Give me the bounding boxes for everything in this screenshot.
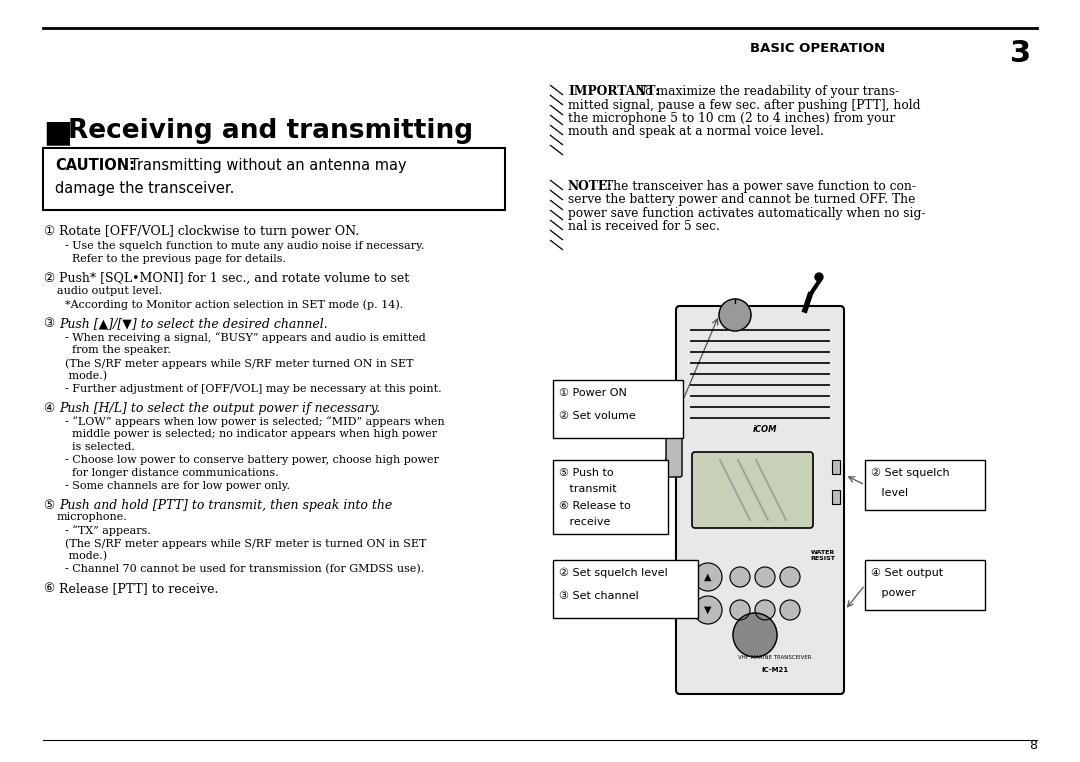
Text: WATER
RESIST: WATER RESIST <box>810 550 835 561</box>
Text: ③ Set channel: ③ Set channel <box>559 591 638 601</box>
Text: mode.): mode.) <box>65 551 107 562</box>
Text: NOTE:: NOTE: <box>568 180 612 193</box>
Circle shape <box>755 567 775 587</box>
Text: audio output level.: audio output level. <box>57 286 162 296</box>
Circle shape <box>730 567 750 587</box>
Circle shape <box>815 273 823 281</box>
Text: VHF MARINE TRANSCEIVER: VHF MARINE TRANSCEIVER <box>739 655 812 660</box>
Text: serve the battery power and cannot be turned OFF. The: serve the battery power and cannot be tu… <box>568 194 916 207</box>
FancyBboxPatch shape <box>676 306 843 694</box>
Text: - Channel 70 cannot be used for transmission (for GMDSS use).: - Channel 70 cannot be used for transmis… <box>65 564 424 575</box>
Circle shape <box>733 613 777 657</box>
Text: microphone.: microphone. <box>57 512 127 522</box>
Text: level: level <box>870 488 908 498</box>
Text: from the speaker.: from the speaker. <box>65 345 171 355</box>
Text: ② Set volume: ② Set volume <box>559 411 636 421</box>
Text: ⑤ Push to: ⑤ Push to <box>559 468 613 478</box>
Text: Refer to the previous page for details.: Refer to the previous page for details. <box>65 254 286 264</box>
Text: CAUTION:: CAUTION: <box>55 158 135 173</box>
Text: ▲: ▲ <box>704 572 712 582</box>
Text: ⑤: ⑤ <box>43 499 54 512</box>
Text: Receiving and transmitting: Receiving and transmitting <box>68 118 473 144</box>
Text: ②: ② <box>43 272 54 285</box>
Text: ① Power ON: ① Power ON <box>559 388 626 398</box>
Text: Push [▲]/[▼] to select the desired channel.: Push [▲]/[▼] to select the desired chann… <box>59 317 327 330</box>
Text: ④: ④ <box>43 402 54 415</box>
Circle shape <box>694 596 723 624</box>
Bar <box>553 460 669 534</box>
Text: for longer distance communications.: for longer distance communications. <box>65 468 279 478</box>
Bar <box>865 460 985 510</box>
Circle shape <box>694 563 723 591</box>
Text: Push [H/L] to select the output power if necessary.: Push [H/L] to select the output power if… <box>59 402 380 415</box>
Text: Transmitting without an antenna may: Transmitting without an antenna may <box>130 158 407 173</box>
Text: IMPORTANT:: IMPORTANT: <box>568 85 660 98</box>
Text: Push* [SQL•MONI] for 1 sec., and rotate volume to set: Push* [SQL•MONI] for 1 sec., and rotate … <box>59 272 409 285</box>
Text: BASIC OPERATION: BASIC OPERATION <box>750 42 886 55</box>
Text: IC-M21: IC-M21 <box>761 667 788 673</box>
Text: - Further adjustment of [OFF/VOL] may be necessary at this point.: - Further adjustment of [OFF/VOL] may be… <box>65 384 442 394</box>
Text: The transceiver has a power save function to con-: The transceiver has a power save functio… <box>605 180 916 193</box>
Circle shape <box>780 600 800 620</box>
FancyBboxPatch shape <box>692 452 813 528</box>
Text: ▼: ▼ <box>704 605 712 615</box>
Text: ■: ■ <box>43 118 72 147</box>
Text: mode.): mode.) <box>65 371 107 381</box>
Text: Release [PTT] to receive.: Release [PTT] to receive. <box>59 582 218 595</box>
Text: nal is received for 5 sec.: nal is received for 5 sec. <box>568 220 720 233</box>
Text: 3: 3 <box>1010 39 1031 68</box>
Text: iCOM: iCOM <box>753 425 778 434</box>
Text: middle power is selected; no indicator appears when high power: middle power is selected; no indicator a… <box>65 429 437 439</box>
Text: - Some channels are for low power only.: - Some channels are for low power only. <box>65 481 291 491</box>
Bar <box>553 380 683 438</box>
Text: Push and hold [PTT] to transmit, then speak into the: Push and hold [PTT] to transmit, then sp… <box>59 499 392 512</box>
Text: (The S/RF meter appears while S/RF meter is turned ON in SET: (The S/RF meter appears while S/RF meter… <box>65 538 427 549</box>
Text: (The S/RF meter appears while S/RF meter turned ON in SET: (The S/RF meter appears while S/RF meter… <box>65 358 414 369</box>
Text: ①: ① <box>43 225 54 238</box>
Text: - Use the squelch function to mute any audio noise if necessary.: - Use the squelch function to mute any a… <box>65 241 424 251</box>
Bar <box>43 148 505 210</box>
Text: - “LOW” appears when low power is selected; “MID” appears when: - “LOW” appears when low power is select… <box>65 416 445 427</box>
Circle shape <box>780 567 800 587</box>
Text: is selected.: is selected. <box>65 442 135 452</box>
Text: ② Set squelch: ② Set squelch <box>870 468 949 479</box>
Bar <box>865 560 985 610</box>
Text: - “TX” appears.: - “TX” appears. <box>65 525 151 536</box>
Bar <box>553 560 698 618</box>
Text: *According to Monitor action selection in SET mode (p. 14).: *According to Monitor action selection i… <box>65 299 403 309</box>
FancyBboxPatch shape <box>666 428 681 477</box>
Text: damage the transceiver.: damage the transceiver. <box>55 181 234 196</box>
Text: transmit: transmit <box>559 485 617 495</box>
Circle shape <box>730 600 750 620</box>
Text: mitted signal, pause a few sec. after pushing [PTT], hold: mitted signal, pause a few sec. after pu… <box>568 98 920 111</box>
Circle shape <box>755 600 775 620</box>
Text: 8: 8 <box>1029 739 1037 752</box>
Text: ④ Set output: ④ Set output <box>870 568 943 578</box>
Text: ⑥ Release to: ⑥ Release to <box>559 501 631 511</box>
Text: the microphone 5 to 10 cm (2 to 4 inches) from your: the microphone 5 to 10 cm (2 to 4 inches… <box>568 112 895 125</box>
Text: - Choose low power to conserve battery power, choose high power: - Choose low power to conserve battery p… <box>65 455 438 465</box>
Text: To maximize the readability of your trans-: To maximize the readability of your tran… <box>638 85 900 98</box>
Text: power save function activates automatically when no sig-: power save function activates automatica… <box>568 207 926 220</box>
Text: receive: receive <box>559 517 610 527</box>
Text: power: power <box>870 588 916 598</box>
Text: - When receiving a signal, “BUSY” appears and audio is emitted: - When receiving a signal, “BUSY” appear… <box>65 332 426 343</box>
Text: ③: ③ <box>43 317 54 330</box>
Text: Rotate [OFF/VOL] clockwise to turn power ON.: Rotate [OFF/VOL] clockwise to turn power… <box>59 225 360 238</box>
Text: mouth and speak at a normal voice level.: mouth and speak at a normal voice level. <box>568 126 824 139</box>
Bar <box>832 490 840 504</box>
Text: ⑥: ⑥ <box>43 582 54 595</box>
Text: ② Set squelch level: ② Set squelch level <box>559 568 667 578</box>
Circle shape <box>719 299 751 331</box>
Bar <box>832 460 840 474</box>
